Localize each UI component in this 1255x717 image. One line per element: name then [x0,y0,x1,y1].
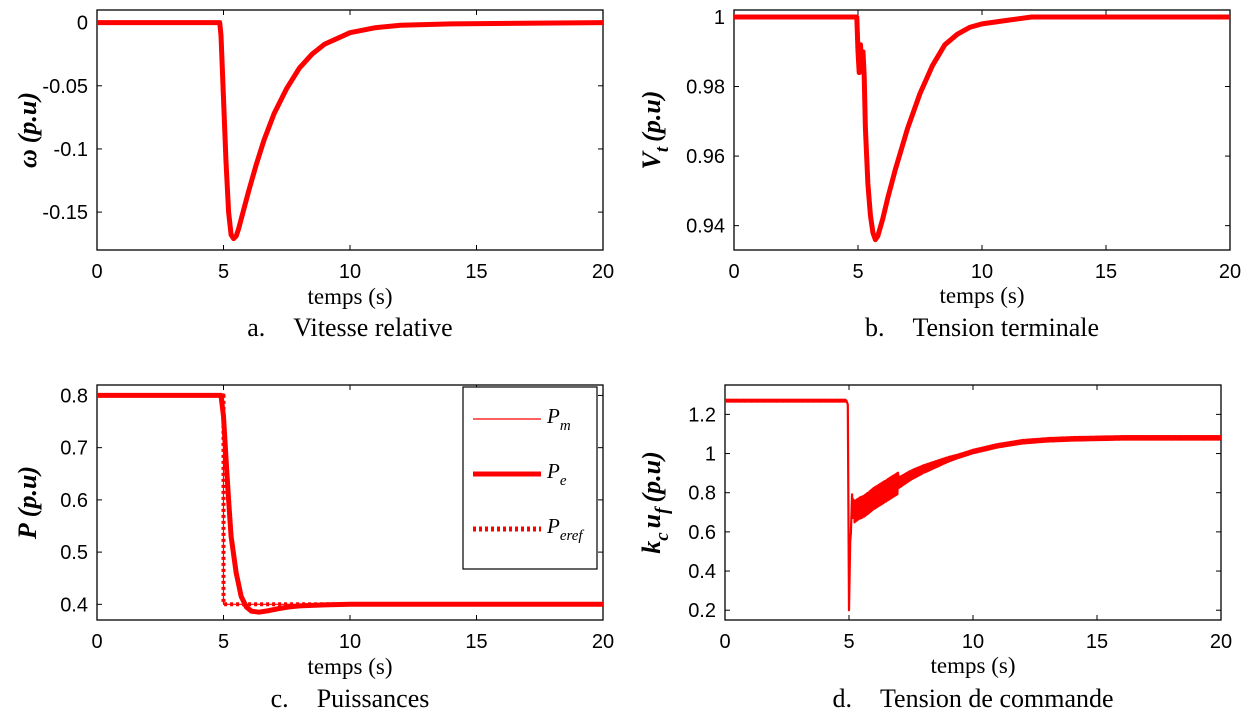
legend-label: Peref [546,514,584,544]
x-tick-label: 10 [971,261,993,283]
y-tick-label: 0.2 [688,600,716,622]
caption-letter: a. [247,313,265,342]
plot-frame [724,384,1222,621]
caption-text: Tension terminale [912,313,1099,342]
caption-letter: b. [865,313,885,342]
plot-area [725,398,1221,612]
y-tick-label: 0.7 [60,438,88,460]
legend-symbol: P [546,404,560,428]
y-label-subscript: t [652,146,673,152]
caption-text: Vitesse relative [293,313,452,342]
y-tick-label: 1 [705,444,716,466]
x-tick-label: 15 [465,631,487,653]
plot-frame [733,9,1231,251]
y-tick-label: -0.05 [42,76,88,98]
y-tick-label: 0.6 [60,490,88,512]
y-label-subscript-2: f [652,506,673,514]
legend-subscript: eref [560,528,585,544]
x-tick-label: 5 [218,261,229,283]
y-tick-label: 0.94 [686,216,725,238]
x-tick-label: 5 [218,631,229,653]
plot-frame [96,9,604,251]
x-axis-label: temps (s) [308,284,393,309]
y-axis-label: P (p.u) [13,466,42,540]
x-tick-label: 10 [962,631,984,653]
y-label-symbol: P [13,522,42,540]
y-tick-label: 1 [714,7,725,29]
y-tick-label: 0.98 [686,77,725,99]
x-tick-label: 5 [843,631,854,653]
y-label-unit: (p.u) [13,466,42,517]
y-tick-label: 0.5 [60,542,88,564]
x-tick-label: 15 [1086,631,1108,653]
caption-text: Puissances [317,684,430,713]
series-line [725,398,1221,612]
x-tick-label: 15 [465,261,487,283]
x-tick-label: 0 [719,631,730,653]
chart-panel-a: 0 5 10 15 20 0 -0.05 -0.1 -0.15 temps (s) ω (p.u) a.… [13,9,614,342]
x-tick-label: 20 [592,631,614,653]
legend-subscript: m [560,418,571,434]
panel-caption: a. Vitesse relative [247,313,452,342]
legend-subscript: e [560,473,567,489]
x-tick-label: 0 [91,631,102,653]
y-label-subscript: c [652,532,673,541]
caption-letter: d. [832,684,852,713]
y-label-unit: (p.u) [13,92,42,143]
y-tick-label: 1.2 [688,404,716,426]
legend-label: Pm [546,404,571,434]
y-tick-label: -0.15 [42,202,88,224]
y-tick-label: 0.8 [60,385,88,407]
plot-area [734,14,1230,243]
y-tick-label: 0 [77,13,88,35]
y-axis-label: Vt (p.u) [637,91,673,170]
chart-panel-c: 0 5 10 15 20 0.4 0.5 0.6 0.7 0.8 temps (s) P (p.u) c.… [13,384,614,713]
series-line-peref [97,393,603,607]
legend-box [462,386,598,570]
x-axis-label: temps (s) [308,654,393,679]
y-label-unit: (p.u) [637,451,666,502]
x-tick-label: 10 [339,261,361,283]
legend-label: Pe [546,459,567,489]
caption-text: Tension de commande [880,684,1114,713]
x-tick-label: 20 [1210,631,1232,653]
y-tick-label: 0.4 [60,594,88,616]
caption-letter: c. [271,684,289,713]
x-tick-label: 0 [728,261,739,283]
chart-panel-b: 0 5 10 15 20 0.94 0.96 0.98 1 temps (s) Vt (p.u) b. T… [637,7,1241,342]
panel-caption: c. Puissances [271,684,430,713]
x-tick-label: 20 [1219,261,1241,283]
panel-caption: b. Tension terminale [865,313,1099,342]
x-axis-label: temps (s) [940,283,1025,308]
y-tick-label: 0.4 [688,561,716,583]
legend-symbol: P [546,459,560,483]
plot-area [97,392,603,615]
x-tick-label: 0 [91,261,102,283]
y-label-symbol: ω [13,149,42,168]
y-tick-label: -0.1 [54,139,88,161]
x-tick-label: 5 [852,261,863,283]
chart-panel-d: 0 5 10 15 20 0.2 0.4 0.6 0.8 1 1.2 temps (s) kcuf (p.… [637,384,1232,713]
legend-symbol: P [546,514,560,538]
y-label-symbol: k [637,541,666,554]
x-tick-label: 20 [592,261,614,283]
y-tick-label: 0.8 [688,483,716,505]
plot-area [97,20,603,242]
series-line [97,20,603,242]
y-tick-label: 0.6 [688,522,716,544]
x-tick-label: 10 [339,631,361,653]
y-label-symbol: V [637,149,666,169]
y-label-unit: (p.u) [637,91,666,142]
panel-caption: d. Tension de commande [832,684,1113,713]
x-tick-label: 15 [1095,261,1117,283]
y-tick-label: 0.96 [686,146,725,168]
x-axis-label: temps (s) [931,653,1016,678]
y-axis-label: ω (p.u) [13,92,42,168]
y-axis-label: kcuf (p.u) [637,451,673,554]
y-label-symbol-2: u [637,514,666,528]
series-line [734,14,1230,243]
